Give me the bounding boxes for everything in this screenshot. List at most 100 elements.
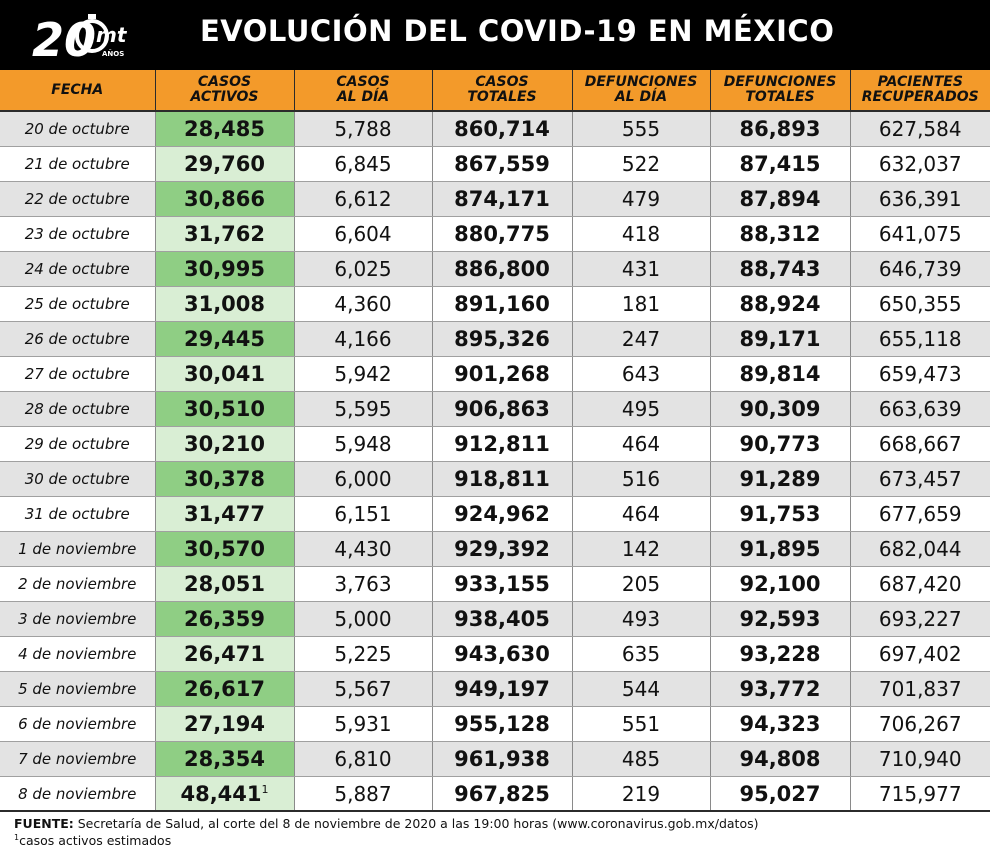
cell-value: 659,473	[878, 362, 962, 386]
cell-value: 89,814	[739, 362, 821, 386]
cell-defunciones-al-dia: 205	[571, 566, 710, 602]
cell-value: 641,075	[878, 222, 962, 246]
cell-casos-activos: 31,762	[154, 216, 294, 252]
table-row: 1 de noviembre 30,570 4,430 929,392 142 91,89…	[0, 531, 990, 567]
cell-value: 901,268	[454, 362, 550, 386]
cell-value: 5,000	[334, 607, 392, 631]
cell-fecha: 28 de octubre	[0, 391, 155, 427]
cell-value: 26 de octubre	[24, 330, 130, 348]
cell-defunciones-totales: 95,027	[709, 776, 850, 812]
cell-casos-al-dia: 5,788	[293, 111, 432, 147]
cell-value: 87,415	[739, 152, 821, 176]
cell-casos-totales: 949,197	[431, 671, 572, 707]
footer: FUENTE: Secretaría de Salud, al corte de…	[0, 810, 990, 852]
cell-casos-activos: 30,570	[154, 531, 294, 567]
cell-value: 918,811	[454, 467, 550, 491]
cell-defunciones-totales: 86,893	[709, 111, 850, 147]
cell-value: 6,000	[334, 467, 392, 491]
cell-casos-activos: 30,510	[154, 391, 294, 427]
cell-pacientes-recuperados: 682,044	[849, 531, 990, 567]
table-row: 6 de noviembre 27,194 5,931 955,128 551 94,32…	[0, 706, 990, 742]
cell-casos-al-dia: 5,595	[293, 391, 432, 427]
cell-value: 860,714	[454, 117, 550, 141]
column-header-casos-totales: CASOS TOTALES	[431, 70, 572, 112]
cell-value: 493	[621, 607, 661, 631]
cell-value: 247	[621, 327, 661, 351]
cell-value: 31,762	[183, 222, 266, 246]
table-row: 22 de octubre 30,866 6,612 874,171 479 87,894…	[0, 181, 990, 217]
cell-value: 27 de octubre	[24, 365, 130, 383]
table-row: 21 de octubre 29,760 6,845 867,559 522 87,415…	[0, 146, 990, 182]
cell-value: 687,420	[878, 572, 962, 596]
cell-pacientes-recuperados: 646,739	[849, 251, 990, 287]
cell-value: 86,893	[739, 117, 821, 141]
cell-value: 31,477	[183, 502, 266, 526]
footnote-reference: 1	[261, 783, 269, 796]
cell-pacientes-recuperados: 677,659	[849, 496, 990, 532]
cell-value: 30,210	[183, 432, 266, 456]
cell-casos-activos: 28,485	[154, 111, 294, 147]
cell-value: 961,938	[454, 747, 550, 771]
cell-casos-totales: 918,811	[431, 461, 572, 497]
cell-casos-al-dia: 6,845	[293, 146, 432, 182]
cell-fecha: 7 de noviembre	[0, 741, 155, 777]
cell-value: 6,810	[334, 747, 392, 771]
cell-value: 673,457	[878, 467, 962, 491]
column-header-line: DEFUNCIONES	[723, 74, 837, 90]
cell-value: 21 de octubre	[24, 155, 130, 173]
cell-casos-activos: 30,041	[154, 356, 294, 392]
cell-value: 495	[621, 397, 661, 421]
cell-casos-totales: 929,392	[431, 531, 572, 567]
cell-casos-al-dia: 5,567	[293, 671, 432, 707]
cell-casos-activos: 30,995	[154, 251, 294, 287]
table-row: 29 de octubre 30,210 5,948 912,811 464 90,773…	[0, 426, 990, 462]
cell-value: 29 de octubre	[24, 435, 130, 453]
cell-casos-totales: 880,775	[431, 216, 572, 252]
table-row: 20 de octubre 28,485 5,788 860,714 555 86,893…	[0, 111, 990, 147]
cell-defunciones-totales: 93,228	[709, 636, 850, 672]
cell-casos-totales: 924,962	[431, 496, 572, 532]
cell-fecha: 3 de noviembre	[0, 601, 155, 637]
cell-casos-al-dia: 4,360	[293, 286, 432, 322]
cell-casos-activos: 28,354	[154, 741, 294, 777]
cell-value: 6 de noviembre	[18, 715, 137, 733]
table-row: 27 de octubre 30,041 5,942 901,268 643 89,814…	[0, 356, 990, 392]
cell-value: 933,155	[454, 572, 550, 596]
page-title: EVOLUCIÓN DEL COVID-19 EN MÉXICO	[200, 14, 835, 48]
cell-defunciones-totales: 91,289	[709, 461, 850, 497]
cell-value: 28,485	[183, 117, 266, 141]
cell-value: 544	[621, 677, 661, 701]
cell-value: 632,037	[878, 152, 962, 176]
cell-value: 886,800	[454, 257, 550, 281]
cell-value: 5,788	[334, 117, 392, 141]
cell-casos-activos: 30,866	[154, 181, 294, 217]
table-row: 26 de octubre 29,445 4,166 895,326 247 89,171…	[0, 321, 990, 357]
table-body: 20 de octubre 28,485 5,788 860,714 555 86,893…	[0, 111, 990, 812]
cell-value: 30,510	[183, 397, 266, 421]
cell-defunciones-totales: 90,309	[709, 391, 850, 427]
cell-casos-totales: 867,559	[431, 146, 572, 182]
cell-casos-al-dia: 6,612	[293, 181, 432, 217]
cell-defunciones-al-dia: 464	[571, 496, 710, 532]
cell-casos-al-dia: 3,763	[293, 566, 432, 602]
cell-fecha: 31 de octubre	[0, 496, 155, 532]
footnote-line: 1casos activos estimados	[14, 833, 171, 848]
footnote-mark: 1	[14, 833, 20, 842]
cell-casos-al-dia: 6,604	[293, 216, 432, 252]
cell-value: 31 de octubre	[24, 505, 130, 523]
cell-pacientes-recuperados: 636,391	[849, 181, 990, 217]
cell-casos-al-dia: 5,948	[293, 426, 432, 462]
cell-value: 94,323	[739, 712, 821, 736]
cell-value: 87,894	[739, 187, 821, 211]
cell-value: 431	[621, 257, 661, 281]
column-header-line: ACTIVOS	[190, 89, 259, 105]
cell-defunciones-totales: 94,808	[709, 741, 850, 777]
cell-casos-al-dia: 4,430	[293, 531, 432, 567]
cell-casos-activos: 26,359	[154, 601, 294, 637]
cell-value: 91,289	[739, 467, 821, 491]
cell-defunciones-al-dia: 479	[571, 181, 710, 217]
cell-value: 91,895	[739, 537, 821, 561]
cell-value: 485	[621, 747, 661, 771]
cell-pacientes-recuperados: 697,402	[849, 636, 990, 672]
cell-value: 95,027	[739, 782, 821, 806]
